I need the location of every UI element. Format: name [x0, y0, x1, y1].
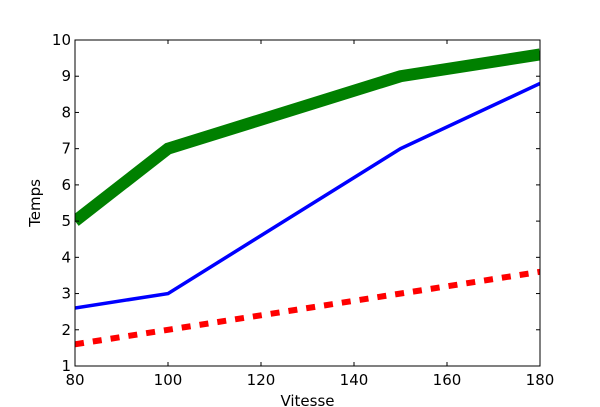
y-tick-label: 9 [61, 67, 71, 85]
y-tick-label: 3 [61, 285, 71, 303]
x-tick-labels: 80 100 120 140 160 180 [65, 371, 554, 389]
series-line-3 [75, 268, 540, 348]
series-layer [75, 48, 540, 348]
x-tick-label: 120 [247, 371, 276, 389]
y-tick-label: 8 [61, 103, 71, 121]
y-tick-label: 6 [61, 176, 71, 194]
x-tick-label: 140 [340, 371, 369, 389]
y-tick-label: 10 [52, 31, 71, 49]
y-tick-label: 7 [61, 140, 71, 158]
y-axis-label: Temps [26, 179, 44, 228]
y-tick-label: 4 [61, 248, 71, 266]
x-tick-label: 100 [154, 371, 183, 389]
plot-frame [74, 39, 541, 367]
y-tick-label: 1 [61, 357, 71, 375]
series-line-1 [75, 48, 540, 226]
series-line-2 [75, 81, 540, 310]
y-tick-label: 5 [61, 212, 71, 230]
x-tick-label: 180 [526, 371, 555, 389]
x-axis-label: Vitesse [280, 392, 334, 407]
x-tick-label: 80 [65, 371, 84, 389]
ticks-layer [74, 39, 541, 367]
y-tick-labels: 1 2 3 4 5 6 7 8 9 10 [52, 31, 71, 375]
y-tick-label: 2 [61, 321, 71, 339]
x-tick-label: 160 [433, 371, 462, 389]
